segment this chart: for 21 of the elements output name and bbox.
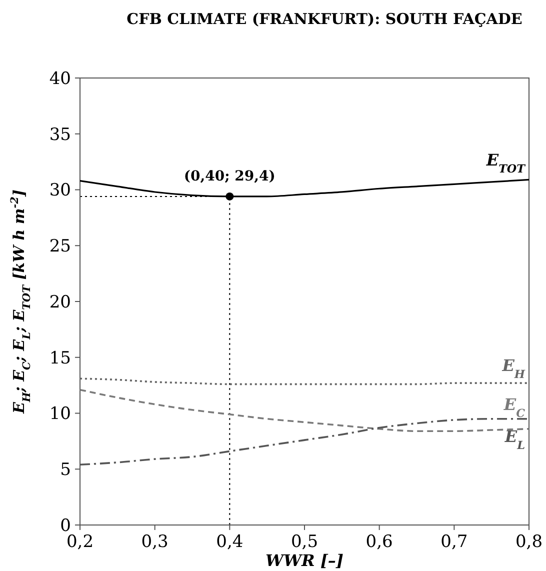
series-label: E$_{L}$: [504, 426, 526, 452]
y-tick-label: 5: [60, 460, 71, 480]
chart-title: CFB CLIMATE (FRANKFURT): SOUTH FAÇADE: [126, 10, 522, 28]
series-label: E$_{H}$: [501, 356, 526, 382]
series-label: E$_{C}$: [502, 394, 526, 420]
series-label: E$_{TOT}$: [485, 150, 526, 176]
x-tick-label: 0,5: [290, 532, 318, 552]
y-tick-label: 40: [49, 68, 71, 89]
x-tick-label: 0,7: [440, 532, 468, 552]
annotation: (0,40; 29,4): [184, 168, 276, 184]
x-tick-label: 0,3: [141, 532, 168, 552]
y-tick-label: 20: [49, 292, 71, 312]
x-tick-label: 0,8: [515, 532, 543, 552]
x-tick-label: 0,6: [366, 532, 393, 552]
y-tick-label: 30: [49, 180, 71, 201]
y-tick-label: 35: [49, 124, 71, 145]
x-axis-title: WWR [–]: [266, 551, 344, 570]
y-tick-label: 15: [49, 348, 71, 368]
y-tick-label: 10: [49, 404, 71, 424]
x-tick-label: 0,4: [216, 532, 244, 552]
y-tick-label: 25: [49, 236, 71, 257]
